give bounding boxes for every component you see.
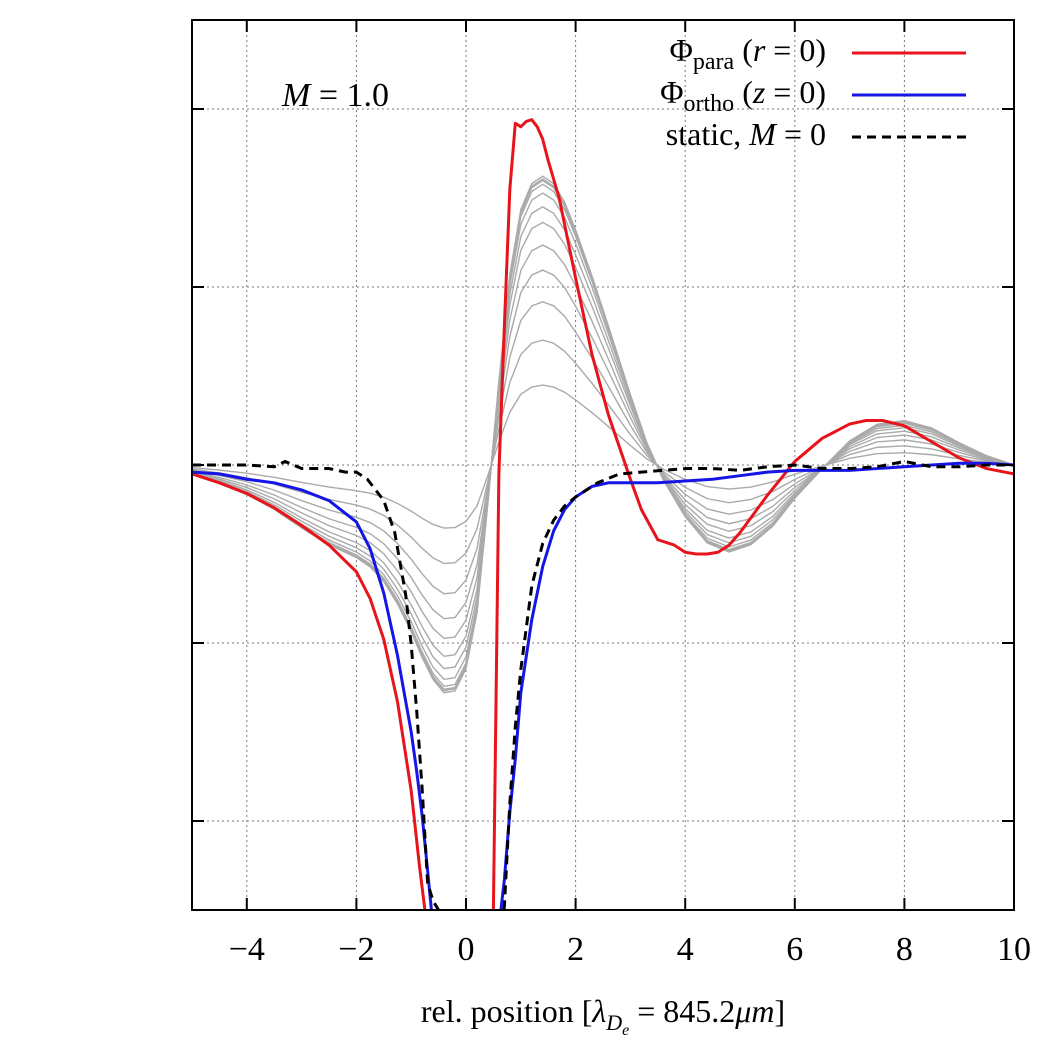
xlabel-pre: rel. position [ — [421, 993, 593, 1029]
xlabel-eq: = 845.2 — [629, 993, 735, 1029]
legend-para-sub: para — [693, 49, 735, 75]
x-tick-label: 4 — [677, 931, 694, 968]
series-para — [192, 118, 1014, 910]
annotation-var: M — [281, 77, 312, 114]
legend-ortho-open: ( — [734, 74, 753, 110]
legend-label-ortho: Φortho (z = 0) — [660, 74, 826, 117]
xlabel-sub: D — [605, 1010, 622, 1035]
legend-static-sym: static, — [666, 116, 750, 152]
xlabel-unit: μm — [734, 993, 774, 1029]
axis-ticks: −4 −2 0 2 4 6 8 10 — [192, 20, 1031, 968]
x-tick-label: 2 — [567, 931, 584, 968]
x-tick-label: −4 — [229, 931, 265, 968]
gray-curve — [192, 178, 1014, 692]
legend-para-var: r — [753, 32, 766, 68]
gray-curve — [192, 269, 1014, 620]
xlabel-subsub: e — [622, 1022, 629, 1037]
gray-curve — [192, 205, 1014, 670]
x-axis-label: rel. position [λDe = 845.2μm] — [421, 993, 785, 1037]
legend-ortho-var: z — [752, 74, 766, 110]
gray-curve — [192, 384, 1014, 529]
gray-curve — [192, 339, 1014, 565]
plot-area — [192, 118, 1014, 910]
series-static — [192, 459, 1014, 910]
grid — [192, 20, 1014, 910]
gray-curve — [192, 244, 1014, 640]
legend-ortho-rest: = 0) — [765, 74, 826, 110]
series-ortho — [192, 461, 1014, 910]
annotation-rest: = 1.0 — [310, 77, 389, 114]
legend-ortho-sub: ortho — [684, 91, 735, 117]
x-tick-label: −2 — [338, 931, 374, 968]
xlabel-sym: λ — [591, 993, 606, 1029]
x-tick-label: 10 — [997, 931, 1031, 968]
gray-curve — [192, 175, 1014, 694]
legend-para-sym: Φ — [670, 32, 693, 68]
legend: Φpara (r = 0) Φortho (z = 0) static, M =… — [660, 32, 966, 152]
legend-ortho-sym: Φ — [660, 74, 683, 110]
annotation-mach: M = 1.0 — [281, 77, 389, 114]
gray-curve — [192, 179, 1014, 691]
legend-para-open: ( — [734, 32, 753, 68]
legend-label-static: static, M = 0 — [666, 116, 826, 152]
x-tick-label: 0 — [458, 931, 475, 968]
legend-static-var: M — [748, 116, 778, 152]
x-tick-label: 8 — [896, 931, 913, 968]
legend-static-rest: = 0 — [776, 116, 826, 152]
legend-para-rest: = 0) — [765, 32, 826, 68]
gray-curve — [192, 183, 1014, 688]
x-tick-label: 6 — [786, 931, 803, 968]
xlabel-post: ] — [774, 993, 785, 1029]
legend-label-para: Φpara (r = 0) — [670, 32, 827, 75]
gray-curve — [192, 300, 1014, 595]
